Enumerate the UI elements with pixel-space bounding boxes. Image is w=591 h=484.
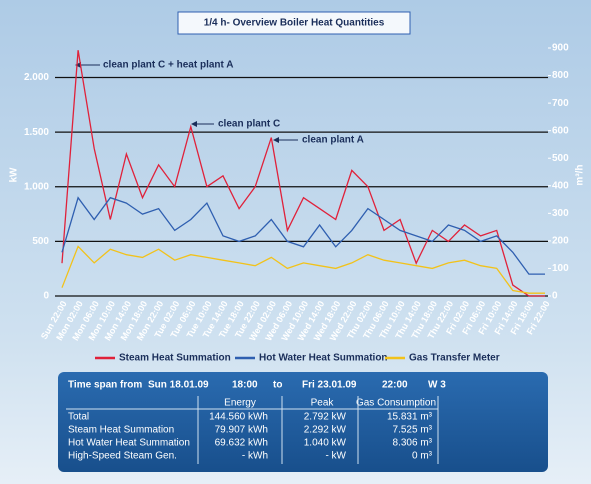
y2-tick-label: 500	[552, 153, 569, 164]
legend-label: Steam Heat Summation	[119, 353, 231, 364]
legend-label: Hot Water Heat Summation	[259, 353, 388, 364]
column-header: Gas Consumption	[356, 398, 436, 409]
annotation: clean plant A	[302, 135, 364, 146]
table-cell: 1.040 kW	[304, 438, 347, 449]
y-axis-label: kW	[9, 167, 20, 183]
table-cell: 2.792 kW	[304, 412, 347, 423]
y2-tick-label: 0	[552, 291, 558, 302]
legend-label: Gas Transfer Meter	[409, 353, 500, 364]
table-cell: 0 m³	[412, 451, 433, 462]
table-cell: 79.907 kWh	[215, 425, 268, 436]
table-cell: Steam Heat Summation	[68, 425, 174, 436]
table-header: 22:00	[382, 380, 408, 391]
y-tick-label: 500	[32, 236, 49, 247]
column-header: Energy	[224, 398, 256, 409]
y2-tick-label: 300	[552, 208, 569, 219]
title-box	[177, 11, 411, 35]
table-cell: High-Speed Steam Gen.	[68, 451, 177, 462]
table-cell: - kW	[325, 451, 346, 462]
y-tick-label: 0	[43, 291, 49, 302]
table-cell: Total	[68, 412, 89, 423]
table-cell: 8.306 m³	[393, 438, 433, 449]
table-header: Sun 18.01.09	[148, 380, 209, 391]
y2-axis-label: m³/h	[575, 164, 586, 185]
y2-tick-label: 900	[552, 43, 569, 54]
table-header: 18:00	[232, 380, 258, 391]
y-tick-label: 2.000	[24, 72, 49, 83]
table-header: to	[273, 380, 282, 391]
y2-tick-label: 100	[552, 263, 569, 274]
y-tick-label: 1.500	[24, 127, 49, 138]
y2-tick-label: 700	[552, 98, 569, 109]
table-header: Fri 23.01.09	[302, 380, 357, 391]
y-tick-label: 1.000	[24, 181, 49, 192]
series-line	[61, 50, 545, 297]
table-cell: 144.560 kWh	[209, 412, 268, 423]
y2-tick-label: 200	[552, 236, 569, 247]
annotation: clean plant C	[218, 119, 280, 130]
annotation: clean plant C + heat plant A	[103, 60, 234, 71]
chart-title: 1/4 h- Overview Boiler Heat Quantities	[204, 18, 385, 29]
y2-tick-label: 800	[552, 70, 569, 81]
table-cell: 7.525 m³	[393, 425, 433, 436]
series-line	[61, 196, 545, 275]
table-header: W 3	[428, 380, 446, 391]
table-cell: - kWh	[242, 451, 268, 462]
table-cell: 69.632 kWh	[215, 438, 268, 449]
summary-panel	[58, 372, 548, 472]
table-cell: Hot Water Heat Summation	[68, 438, 190, 449]
table-cell: 2.292 kW	[304, 425, 347, 436]
y2-tick-label: 600	[552, 125, 569, 136]
table-header: Time span from	[68, 380, 142, 391]
column-header: Peak	[311, 398, 335, 409]
table-cell: 15.831 m³	[387, 412, 433, 423]
y2-tick-label: 400	[552, 180, 569, 191]
series-line	[61, 245, 545, 294]
